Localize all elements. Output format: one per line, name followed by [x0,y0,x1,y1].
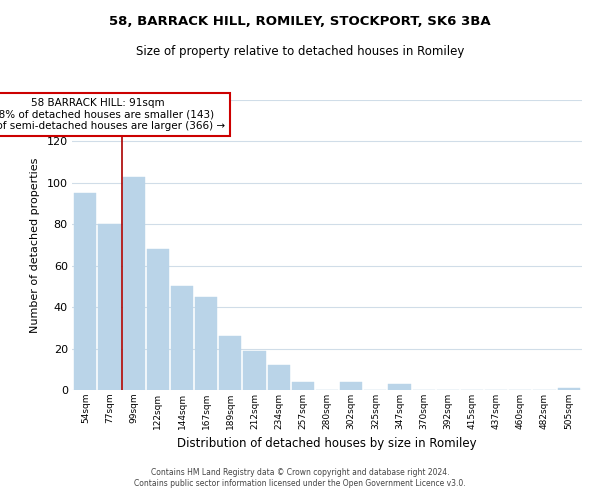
Y-axis label: Number of detached properties: Number of detached properties [30,158,40,332]
Bar [268,365,290,390]
Bar [171,286,193,390]
Bar [74,193,97,390]
Bar [146,249,169,390]
Bar [98,224,121,390]
Bar [219,336,241,390]
X-axis label: Distribution of detached houses by size in Romiley: Distribution of detached houses by size … [177,438,477,450]
Text: 58, BARRACK HILL, ROMILEY, STOCKPORT, SK6 3BA: 58, BARRACK HILL, ROMILEY, STOCKPORT, SK… [109,15,491,28]
Text: Size of property relative to detached houses in Romiley: Size of property relative to detached ho… [136,45,464,58]
Text: 58 BARRACK HILL: 91sqm
← 28% of detached houses are smaller (143)
72% of semi-de: 58 BARRACK HILL: 91sqm ← 28% of detached… [0,98,225,131]
Bar [244,350,266,390]
Bar [122,176,145,390]
Bar [292,382,314,390]
Bar [388,384,410,390]
Bar [557,388,580,390]
Text: Contains HM Land Registry data © Crown copyright and database right 2024.
Contai: Contains HM Land Registry data © Crown c… [134,468,466,487]
Bar [340,382,362,390]
Bar [195,297,217,390]
